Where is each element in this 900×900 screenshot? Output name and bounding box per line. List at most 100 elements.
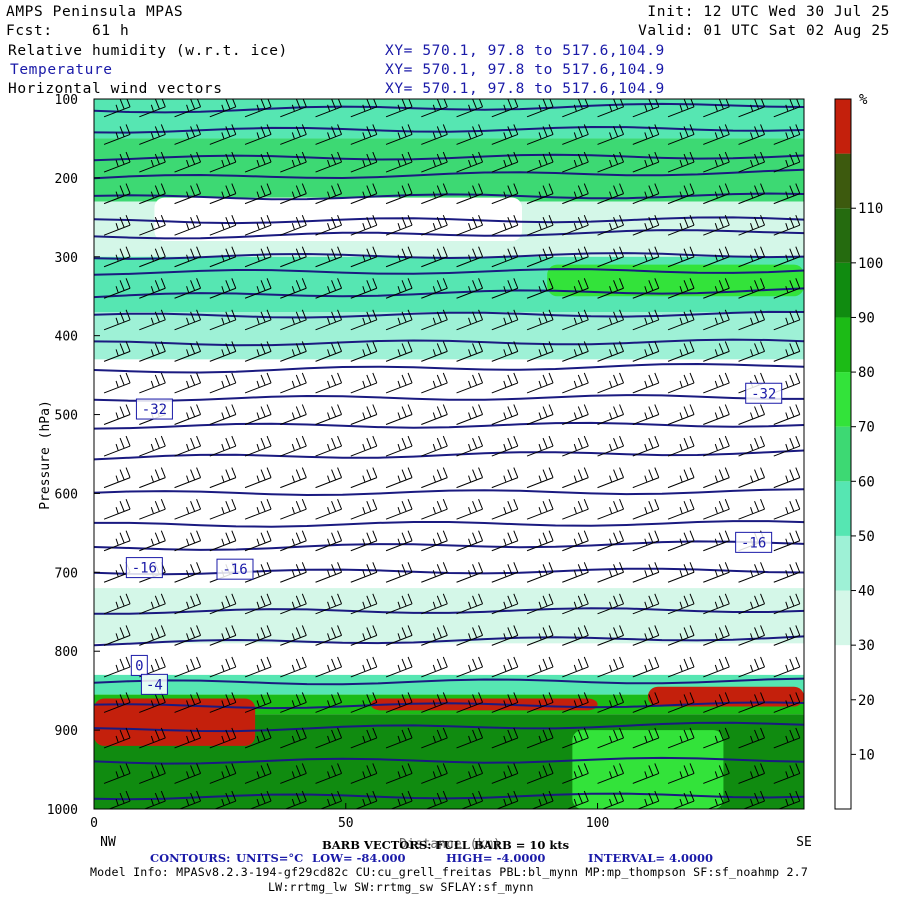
wind-barb [667,593,695,615]
wind-barb [315,278,343,299]
wind-barb [667,435,695,457]
wind-barb [667,183,695,205]
wind-barb [280,341,307,362]
rh-band [94,588,804,644]
wind-barb [526,404,554,425]
wind-barb [385,435,413,457]
wind-barb [385,692,413,713]
contour-label: -4 [146,677,163,693]
wind-barb [526,467,554,489]
wind-barb [738,656,766,678]
wind-barb [562,183,589,205]
contour-label-box [125,557,163,579]
wind-barb [491,309,519,331]
colorbar-tick-label: 30 [858,638,875,654]
model-title: AMPS Peninsula MPAS [6,4,184,20]
wind-barb [244,656,272,678]
wind-barb [350,278,378,299]
wind-barb [103,151,131,173]
wind-barb [174,692,202,713]
wind-barb [703,309,730,331]
contour-label: -16 [132,561,157,577]
field-label-rh: Relative humidity (w.r.t. ice) [8,43,288,59]
wind-barb [421,151,448,173]
x-end-label-left: NW [100,835,116,850]
wind-barb [738,692,766,713]
wind-barb [350,151,378,173]
wind-barb [421,341,448,362]
wind-barb [280,562,307,583]
wind-barb [350,562,378,583]
wind-barb [632,246,660,268]
wind-barb [562,435,589,457]
wind-barb [209,498,237,520]
wind-barb [174,309,202,331]
y-tick-label: 500 [55,409,78,424]
colorbar-bin [835,99,851,154]
colorbar-bin [835,426,851,482]
wind-barb [421,727,448,749]
wind-barb [597,246,625,268]
wind-barb [597,124,625,145]
wind-barb [280,246,307,268]
wind-barb [315,625,343,646]
wind-barb [315,656,343,678]
wind-barb [244,692,272,713]
temperature-contour-line [94,756,804,765]
wind-barb [139,763,166,784]
contours-units: UNITS=°C [236,851,304,865]
wind-barb [667,656,695,678]
wind-barb [562,530,589,552]
wind-barb [773,727,801,749]
temperature-contour-line [94,394,804,402]
wind-barb [491,625,519,646]
y-tick-label: 300 [55,251,78,266]
wind-barb [703,692,730,713]
wind-barb [385,763,413,784]
wind-barb [425,790,448,809]
temperature-contour-line [94,168,804,180]
wind-barb [385,151,413,173]
wind-barb [632,341,660,362]
wind-barb [597,593,625,615]
colorbar-tick-label: 60 [858,474,875,490]
wind-barb [667,692,695,713]
wind-barb [209,278,237,299]
wind-barb [562,727,589,749]
colorbar-bin [835,208,851,263]
x-axis-label: Distance (km) [399,837,501,852]
wind-barb [385,183,413,205]
wind-barb [421,372,448,394]
wind-barb [315,151,343,173]
wind-barb [174,151,202,173]
wind-barb [385,278,413,299]
wind-barb [103,124,131,145]
wind-barb [597,372,625,394]
wind-barb [738,341,766,362]
wind-barb [350,124,378,145]
wind-barb [421,530,448,552]
wind-barb [526,309,554,331]
wind-barb [244,309,272,331]
wind-barb [773,341,801,362]
wind-barb [385,656,413,678]
wind-barb [315,404,343,425]
wind-barb [174,124,202,145]
wind-barb [636,790,660,809]
y-tick-label: 800 [55,645,78,660]
wind-barb [280,692,307,713]
wind-barb [667,151,695,173]
wind-barb [315,214,343,236]
wind-barb [773,278,801,299]
wind-barb [456,151,484,173]
wind-barb [456,278,484,299]
wind-barb [632,404,660,425]
wind-barb [174,341,202,362]
wind-barb [456,246,484,268]
wind-barb [174,625,202,646]
wind-barb [738,151,766,173]
wind-barb [350,183,378,205]
wind-barb [385,727,413,749]
wind-barb [421,656,448,678]
